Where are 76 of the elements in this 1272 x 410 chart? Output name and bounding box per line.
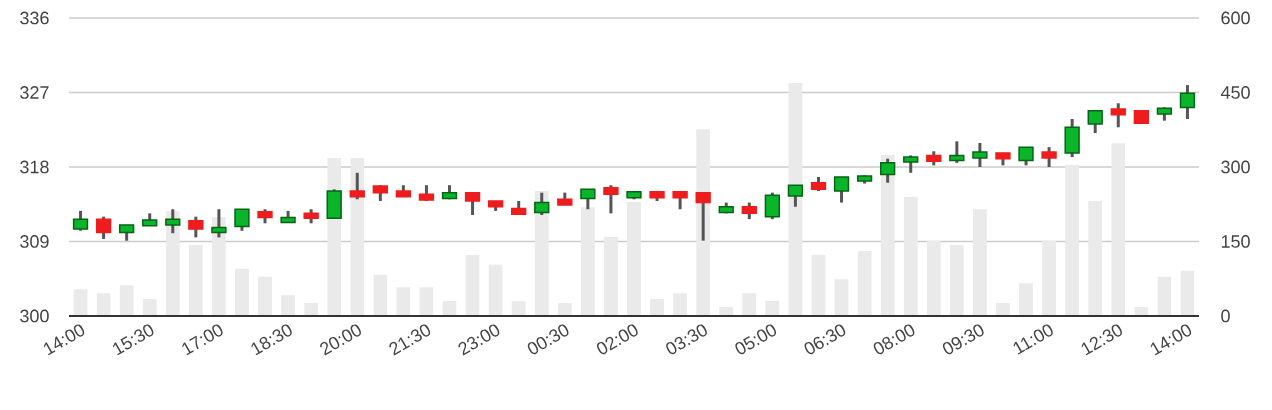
candlestick <box>764 192 781 221</box>
bar <box>1180 270 1195 316</box>
bar <box>73 289 88 316</box>
bar <box>650 299 664 316</box>
candlestick <box>349 171 365 200</box>
candlestick <box>1087 109 1103 135</box>
bar <box>235 268 249 316</box>
y2-tick-label: 450 <box>1220 86 1250 99</box>
candlestick <box>695 191 711 241</box>
bar <box>765 301 780 316</box>
bar <box>903 196 918 316</box>
bar <box>949 244 964 316</box>
bar <box>188 244 203 316</box>
candlestick <box>879 158 896 183</box>
bar <box>1019 283 1033 316</box>
candlestick <box>464 191 481 216</box>
bar <box>511 301 526 316</box>
candlestick <box>580 188 596 211</box>
candlestick <box>1110 103 1126 128</box>
bar <box>604 237 618 316</box>
candlestick <box>603 185 619 214</box>
bar <box>1042 241 1056 316</box>
bar <box>742 293 757 316</box>
candlestick <box>211 209 227 238</box>
candlestick <box>949 141 965 163</box>
bar <box>350 158 365 316</box>
bar <box>258 276 272 316</box>
bar <box>142 299 157 316</box>
bar <box>1088 200 1103 316</box>
bar <box>834 279 849 316</box>
y2-tick-label: 300 <box>1221 160 1250 174</box>
candlestick <box>972 142 988 167</box>
candlestick <box>72 209 89 231</box>
candlestick <box>833 176 850 203</box>
bar <box>557 303 572 316</box>
bar <box>119 285 134 316</box>
bar <box>580 207 595 316</box>
bar <box>811 254 826 316</box>
y2-tick-label: 0 <box>1221 309 1230 323</box>
bar <box>627 201 641 316</box>
y-tick-label: 336 <box>20 11 49 25</box>
candlestick <box>1179 85 1196 119</box>
bar <box>488 264 503 316</box>
bar <box>673 293 688 316</box>
candlestick <box>1018 146 1034 166</box>
bar <box>880 155 895 316</box>
bar <box>396 287 411 316</box>
candlestick <box>234 208 250 231</box>
y-tick-label: 300 <box>20 309 49 323</box>
bar <box>373 274 388 316</box>
bar <box>96 293 111 316</box>
y-tick-label: 327 <box>20 86 49 99</box>
bar <box>788 83 803 316</box>
candlestick <box>534 192 550 216</box>
bar <box>1157 276 1172 316</box>
bar <box>281 295 295 316</box>
bar <box>719 307 734 316</box>
bar <box>534 190 549 316</box>
bar <box>465 254 480 316</box>
bar <box>996 303 1010 316</box>
bar <box>1065 165 1080 316</box>
bar <box>972 209 987 316</box>
bar <box>1111 143 1126 316</box>
candlestick <box>787 184 804 207</box>
y-tick-label: 318 <box>20 160 49 174</box>
candlestick <box>188 216 204 238</box>
candlestick <box>1133 109 1149 124</box>
y2-tick-label: 600 <box>1221 11 1250 25</box>
candlestick <box>165 209 181 235</box>
candlestick <box>95 216 112 240</box>
bar <box>857 250 872 316</box>
bar <box>419 287 434 316</box>
candlestick <box>1041 147 1057 167</box>
y2-tick-label: 150 <box>1221 235 1250 248</box>
bar <box>926 241 941 316</box>
y-tick-label: 309 <box>20 235 49 248</box>
